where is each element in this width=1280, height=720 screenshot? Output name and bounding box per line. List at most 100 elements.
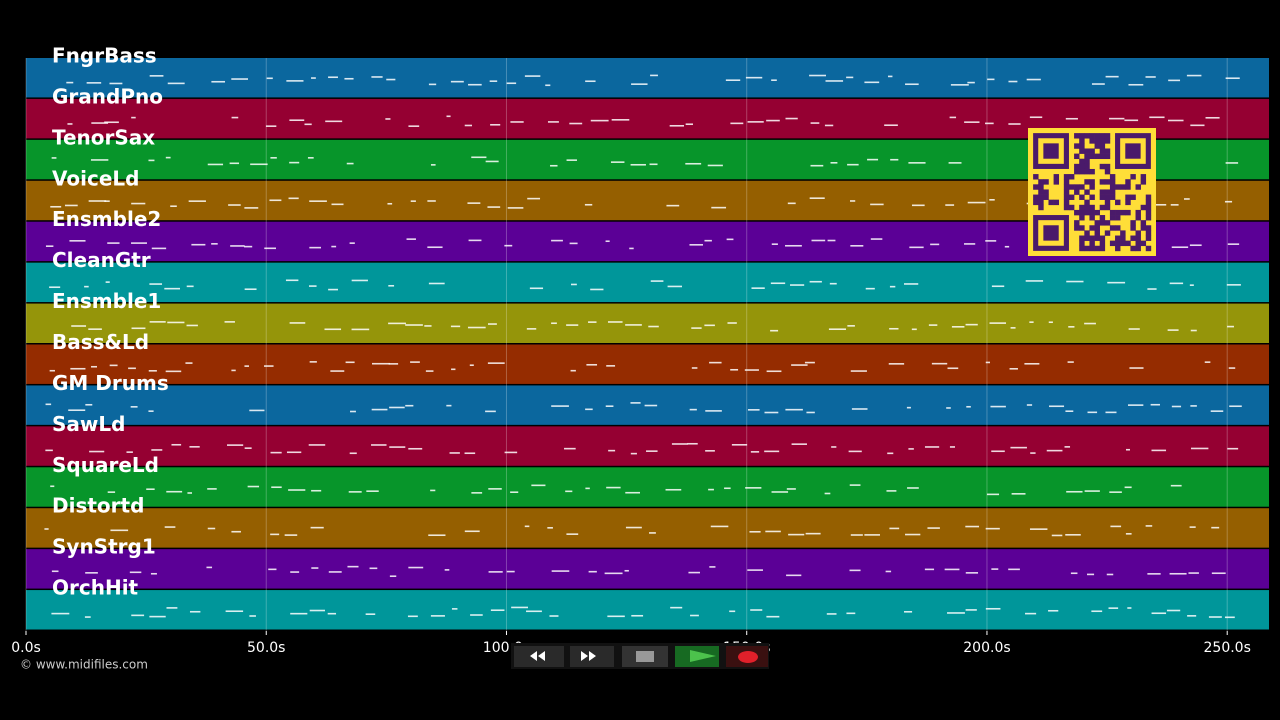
- note: [264, 247, 276, 250]
- note: [430, 164, 436, 166]
- note: [630, 163, 646, 166]
- note: [906, 406, 911, 409]
- note: [244, 207, 259, 209]
- note: [451, 368, 456, 371]
- note: [249, 615, 256, 617]
- note: [1189, 526, 1196, 528]
- note: [270, 451, 282, 454]
- note: [311, 77, 316, 79]
- note: [965, 572, 979, 574]
- note: [985, 607, 1001, 610]
- note: [631, 83, 648, 85]
- note: [770, 282, 786, 285]
- note: [709, 566, 716, 568]
- note: [471, 492, 483, 494]
- note: [989, 199, 995, 201]
- note: [924, 446, 940, 448]
- note: [985, 361, 990, 364]
- note: [490, 609, 505, 612]
- note: [487, 323, 497, 325]
- note: [670, 606, 683, 609]
- note: [665, 488, 682, 491]
- note: [526, 328, 537, 330]
- note: [1189, 244, 1202, 247]
- note: [104, 200, 110, 202]
- qr-code: [1028, 128, 1156, 256]
- tick-label: 0.0s: [11, 640, 41, 656]
- note: [328, 76, 338, 79]
- note: [372, 362, 390, 365]
- note: [45, 245, 54, 247]
- note: [131, 116, 136, 119]
- note: [771, 79, 777, 82]
- note: [890, 158, 899, 161]
- note: [644, 404, 658, 407]
- note: [708, 488, 714, 491]
- note: [1051, 534, 1063, 537]
- note: [468, 239, 482, 242]
- note: [847, 163, 859, 166]
- note: [349, 452, 357, 455]
- note: [950, 84, 969, 86]
- track-name: TenorSax: [52, 125, 155, 149]
- note: [408, 125, 420, 127]
- note: [585, 80, 596, 83]
- note: [166, 490, 183, 493]
- note: [1204, 361, 1211, 363]
- note: [366, 490, 379, 492]
- note: [1048, 321, 1053, 324]
- note: [804, 361, 815, 364]
- note: [244, 365, 250, 367]
- note: [1190, 447, 1209, 450]
- note: [151, 247, 167, 250]
- note: [524, 75, 541, 77]
- note: [751, 287, 765, 289]
- note: [551, 405, 569, 407]
- track-lane: [26, 58, 1269, 98]
- note: [1029, 321, 1034, 323]
- note: [105, 281, 110, 283]
- note: [711, 206, 727, 209]
- note: [590, 288, 604, 291]
- note: [1184, 198, 1190, 200]
- note: [271, 486, 282, 489]
- note: [1145, 525, 1153, 527]
- note: [1170, 484, 1182, 487]
- note: [805, 532, 821, 535]
- note: [888, 363, 905, 365]
- note: [371, 408, 388, 411]
- note: [510, 491, 519, 494]
- note: [186, 324, 198, 327]
- note: [488, 488, 502, 490]
- note: [389, 406, 405, 409]
- note: [264, 365, 274, 367]
- note: [388, 363, 399, 365]
- note: [1167, 329, 1179, 331]
- note: [566, 533, 579, 535]
- note: [1009, 368, 1018, 370]
- note: [148, 410, 154, 412]
- note: [86, 82, 102, 84]
- note: [270, 157, 277, 159]
- note: [529, 287, 544, 290]
- note: [231, 78, 249, 80]
- note: [806, 411, 815, 414]
- note: [468, 83, 482, 86]
- note: [985, 240, 997, 242]
- note: [830, 161, 838, 164]
- note: [585, 408, 593, 411]
- note: [405, 404, 414, 407]
- note: [691, 367, 698, 369]
- note: [1149, 116, 1165, 119]
- note: [526, 610, 542, 613]
- note: [311, 567, 319, 569]
- note: [1064, 446, 1071, 448]
- note: [1107, 281, 1126, 284]
- note: [325, 120, 343, 123]
- note: [45, 449, 53, 452]
- note: [1109, 117, 1125, 120]
- note: [951, 326, 965, 328]
- transport: [511, 643, 769, 669]
- note: [966, 405, 971, 408]
